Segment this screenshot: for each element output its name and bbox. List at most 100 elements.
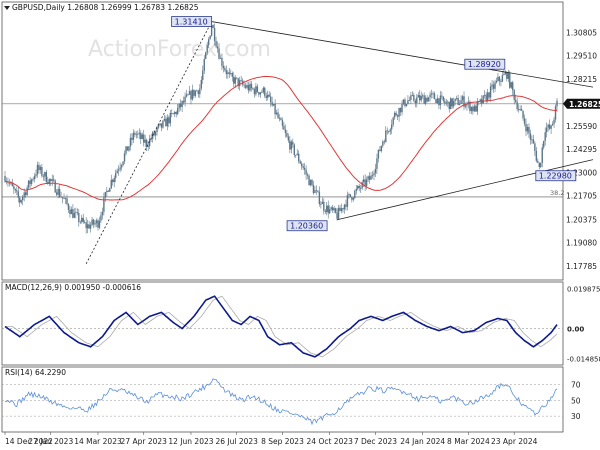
x-tick-label: 27 Apr 2023 — [121, 437, 168, 446]
candle-body — [430, 93, 433, 95]
candle-body — [523, 118, 526, 124]
candle-body — [500, 81, 502, 82]
candle-body — [178, 103, 180, 109]
candle-body — [311, 179, 313, 185]
candle-body — [215, 40, 217, 47]
candle-body — [556, 100, 558, 107]
candle-body — [346, 195, 349, 207]
candle-body — [368, 176, 371, 180]
candle-body — [45, 172, 48, 183]
candle-body — [494, 82, 496, 89]
candle-body — [395, 112, 397, 116]
candle-body — [525, 123, 527, 132]
candle-body — [97, 220, 99, 228]
candle-body — [268, 94, 270, 97]
candle-body — [175, 111, 177, 115]
candle-body — [342, 208, 344, 210]
candle-body — [69, 209, 71, 215]
candle-body — [426, 97, 428, 102]
annotation-label: 1.31410 — [175, 18, 208, 27]
candle-body — [29, 180, 31, 184]
candle-body — [168, 117, 170, 124]
candle-body — [492, 84, 495, 89]
candle-body — [479, 99, 481, 102]
candle-body — [131, 137, 133, 140]
candle-body — [203, 58, 205, 71]
candle-body — [483, 94, 486, 96]
trendline-3 — [336, 159, 594, 221]
candle-body — [550, 125, 552, 129]
y-tick-label: 1.23000 — [566, 168, 597, 177]
candle-body — [283, 125, 285, 130]
candle-body — [491, 84, 493, 87]
candle-body — [209, 35, 211, 40]
candle-body — [234, 77, 236, 84]
candle-body — [252, 88, 254, 90]
candle-body — [531, 139, 533, 141]
candle-body — [348, 194, 350, 196]
y-tick-label: 1.28215 — [566, 75, 597, 84]
candle-body — [334, 208, 337, 213]
candle-body — [476, 101, 478, 112]
candle-body — [407, 100, 409, 104]
candle-body — [53, 179, 55, 181]
candle-body — [469, 101, 471, 112]
candle-body — [349, 194, 352, 197]
candle-body — [373, 173, 375, 176]
candle-body — [351, 196, 353, 200]
candle-body — [8, 182, 11, 184]
candle-body — [441, 95, 443, 97]
candle-body — [416, 97, 418, 104]
candle-body — [179, 103, 182, 108]
candle-body — [196, 90, 198, 92]
x-tick-label: 8 Sep 2023 — [261, 437, 304, 446]
candle-body — [405, 103, 408, 107]
panel-2 — [1, 281, 564, 366]
candle-body — [75, 212, 77, 214]
candle-body — [337, 207, 340, 219]
candle-body — [396, 115, 399, 117]
annotation-box — [171, 16, 213, 27]
x-tick-label: 24 Oct 2023 — [307, 437, 354, 446]
candle-body — [165, 118, 167, 127]
candle-body — [398, 107, 400, 117]
candle-body — [510, 82, 512, 88]
candle-body — [140, 132, 142, 139]
candle-body — [543, 141, 545, 148]
candle-body — [374, 168, 377, 174]
candle-body — [326, 205, 328, 212]
candle-body — [200, 79, 202, 89]
candle-body — [277, 112, 279, 118]
candle-body — [452, 100, 455, 107]
candle-body — [408, 100, 411, 101]
candle-body — [258, 92, 260, 95]
candle-body — [154, 131, 157, 136]
annotation-label: 1.20360 — [290, 222, 323, 231]
candle-body — [495, 80, 498, 83]
candle-body — [197, 90, 200, 95]
y-tick-label: 1.21705 — [566, 192, 597, 201]
candle-body — [302, 166, 304, 168]
candle-body — [305, 169, 307, 175]
candle-body — [212, 25, 214, 28]
annotation-box — [535, 170, 577, 182]
rsi-y-tick: 50 — [571, 396, 581, 405]
candle-body — [110, 179, 112, 189]
candle-body — [300, 163, 303, 167]
candle-body — [117, 169, 120, 171]
candle-body — [404, 99, 406, 107]
candle-body — [541, 147, 543, 163]
candle-body — [169, 112, 172, 124]
candle-body — [454, 98, 456, 101]
candle-body — [230, 73, 232, 74]
rsi-y-tick: 70 — [571, 380, 581, 389]
candle-body — [126, 146, 129, 151]
candle-body — [526, 127, 529, 132]
candle-body — [38, 164, 40, 171]
candle-body — [33, 175, 36, 180]
candle-body — [551, 123, 554, 126]
candle-body — [81, 217, 83, 222]
candle-body — [330, 207, 332, 210]
candle-body — [190, 91, 192, 100]
